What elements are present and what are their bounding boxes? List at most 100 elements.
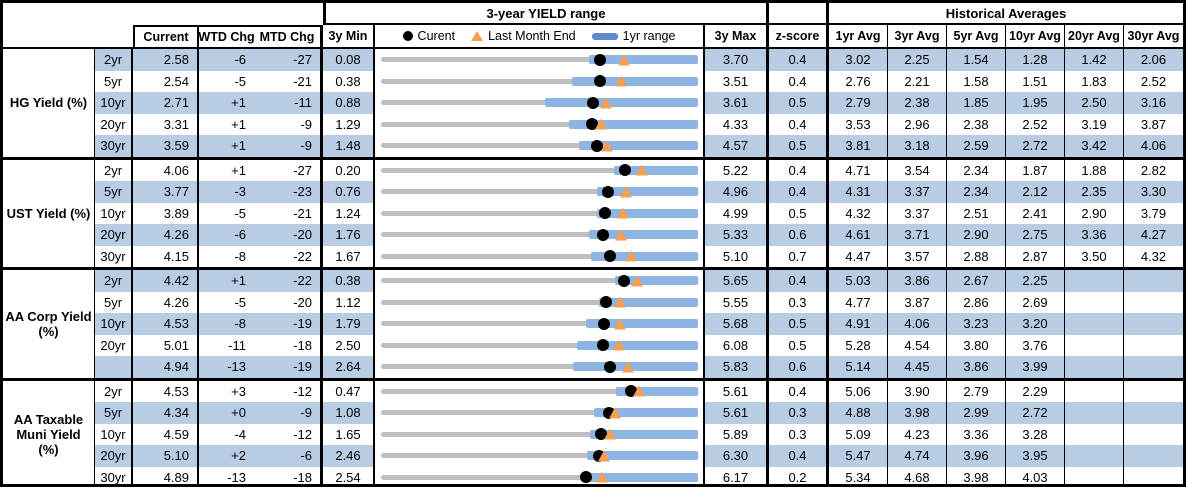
cell-mtd-chg: -22 bbox=[254, 270, 323, 292]
table-body: HG Yield (%) 2yr 2.58 -6 -27 0.08 3.70 0.4 3.02 2… bbox=[3, 49, 1183, 484]
current-marker-dot bbox=[596, 228, 609, 241]
one-year-range-bar bbox=[587, 451, 698, 461]
one-year-range-bar bbox=[615, 386, 698, 396]
one-year-range-bar bbox=[578, 141, 698, 151]
cell-historical-avg: 3.95 bbox=[1006, 445, 1065, 467]
range-plot bbox=[381, 246, 698, 268]
range-chart bbox=[375, 334, 705, 356]
cell-3y-min: 1.76 bbox=[323, 224, 375, 246]
cell-historical-avg: 2.88 bbox=[947, 245, 1006, 267]
cell-3y-max: 3.61 bbox=[705, 92, 769, 114]
range-track bbox=[381, 321, 698, 327]
yield-group: AA Corp Yield (%) 2yr 4.42 +1 -22 0.38 5.65 0.4… bbox=[3, 270, 1183, 381]
cell-historical-avg: 5.09 bbox=[829, 423, 888, 445]
cell-3y-max: 6.30 bbox=[705, 445, 769, 467]
cell-historical-avg: 3.36 bbox=[1065, 224, 1124, 246]
range-track bbox=[381, 253, 698, 259]
cell-historical-avg: 3.23 bbox=[947, 313, 1006, 335]
cell-historical-avg: 1.85 bbox=[947, 92, 1006, 114]
range-plot bbox=[381, 203, 698, 225]
cell-z-score: 0.2 bbox=[769, 466, 829, 484]
last-month-end-marker-triangle bbox=[613, 318, 626, 330]
current-marker-dot bbox=[599, 296, 612, 309]
cell-historical-avg bbox=[1065, 445, 1124, 467]
range-chart bbox=[375, 49, 705, 71]
header-top-left-spacer bbox=[3, 3, 323, 25]
cell-historical-avg: 3.81 bbox=[829, 135, 888, 157]
cell-mtd-chg: -9 bbox=[254, 402, 323, 424]
range-chart bbox=[375, 466, 705, 484]
one-year-range-bar bbox=[572, 362, 698, 372]
cell-z-score: 0.4 bbox=[769, 49, 829, 71]
cell-mtd-chg: -22 bbox=[254, 245, 323, 267]
header-1yr-avg: 1yr Avg bbox=[829, 25, 888, 47]
cell-z-score: 0.4 bbox=[769, 445, 829, 467]
current-marker-dot bbox=[597, 339, 610, 352]
tenor-label: 5yr bbox=[95, 70, 133, 92]
tenor-label: 2yr bbox=[95, 159, 133, 181]
cell-historical-avg: 2.38 bbox=[888, 92, 947, 114]
cell-3y-max: 5.68 bbox=[705, 313, 769, 335]
cell-historical-avg: 2.75 bbox=[1006, 224, 1065, 246]
cell-historical-avg: 3.86 bbox=[888, 270, 947, 292]
cell-mtd-chg: -11 bbox=[254, 92, 323, 114]
cell-wtd-chg: +1 bbox=[199, 135, 254, 157]
cell-z-score: 0.4 bbox=[769, 270, 829, 292]
cell-historical-avg: 1.51 bbox=[1006, 70, 1065, 92]
cell-historical-avg: 3.98 bbox=[888, 402, 947, 424]
cell-historical-avg: 4.45 bbox=[888, 356, 947, 378]
range-track bbox=[381, 121, 698, 127]
header-30yr-avg: 30yr Avg bbox=[1127, 29, 1180, 43]
one-year-range-bar bbox=[589, 429, 698, 439]
cell-current: 3.89 bbox=[133, 202, 199, 224]
cell-historical-avg: 2.06 bbox=[1124, 49, 1183, 71]
cell-3y-max: 5.83 bbox=[705, 356, 769, 378]
cell-historical-avg: 4.61 bbox=[829, 224, 888, 246]
cell-historical-avg: 2.51 bbox=[947, 202, 1006, 224]
cell-historical-avg: 4.32 bbox=[829, 202, 888, 224]
cell-historical-avg: 3.90 bbox=[888, 380, 947, 402]
one-year-range-bar bbox=[593, 408, 698, 418]
header-3yr-avg: 3yr Avg bbox=[888, 25, 947, 47]
range-chart bbox=[375, 224, 705, 246]
table-row: 10yr 4.59 -4 -12 1.65 5.89 0.3 5.09 4.23 3.36 3.28 bbox=[95, 423, 1183, 445]
cell-wtd-chg: +1 bbox=[199, 159, 254, 181]
cell-historical-avg: 4.54 bbox=[888, 334, 947, 356]
range-chart bbox=[375, 423, 705, 445]
cell-current: 4.34 bbox=[133, 402, 199, 424]
cell-current: 4.94 bbox=[133, 356, 199, 378]
yield-group: UST Yield (%) 2yr 4.06 +1 -27 0.20 5.22 0.4 4.71… bbox=[3, 159, 1183, 270]
cell-3y-max: 5.55 bbox=[705, 291, 769, 313]
cell-current: 4.53 bbox=[133, 380, 199, 402]
table-row: 10yr 3.89 -5 -21 1.24 4.99 0.5 4.32 3.37 2.51 2.41… bbox=[95, 202, 1183, 225]
cell-3y-max: 5.89 bbox=[705, 423, 769, 445]
cell-z-score: 0.3 bbox=[769, 423, 829, 445]
cell-historical-avg: 3.76 bbox=[1006, 334, 1065, 356]
cell-mtd-chg: -21 bbox=[254, 70, 323, 92]
range-chart bbox=[375, 270, 705, 292]
cell-current: 5.01 bbox=[133, 334, 199, 356]
cell-z-score: 0.4 bbox=[769, 113, 829, 135]
last-month-end-marker-triangle bbox=[595, 118, 608, 130]
cell-historical-avg bbox=[1065, 334, 1124, 356]
cell-current: 4.26 bbox=[133, 224, 199, 246]
cell-historical-avg: 2.90 bbox=[1065, 202, 1124, 224]
cell-historical-avg: 2.52 bbox=[1006, 113, 1065, 135]
cell-wtd-chg: -13 bbox=[199, 466, 254, 484]
cell-historical-avg: 5.47 bbox=[829, 445, 888, 467]
one-year-range-bar bbox=[596, 187, 698, 197]
cell-wtd-chg: -5 bbox=[199, 202, 254, 224]
cell-wtd-chg: +2 bbox=[199, 445, 254, 467]
last-month-end-marker-triangle bbox=[603, 428, 616, 440]
tenor-label: 10yr bbox=[95, 313, 133, 335]
cell-historical-avg: 2.72 bbox=[1006, 402, 1065, 424]
cell-mtd-chg: -19 bbox=[254, 313, 323, 335]
cell-wtd-chg: +1 bbox=[199, 270, 254, 292]
tenor-label bbox=[95, 356, 133, 378]
cell-historical-avg: 1.54 bbox=[947, 49, 1006, 71]
cell-historical-avg bbox=[1065, 380, 1124, 402]
cell-current: 4.89 bbox=[133, 466, 199, 484]
table-row: 30yr 3.59 +1 -9 1.48 4.57 0.5 3.81 3.18 2.59 2.72 3… bbox=[95, 135, 1183, 157]
cell-wtd-chg: -6 bbox=[199, 224, 254, 246]
cell-historical-avg: 2.25 bbox=[1006, 270, 1065, 292]
